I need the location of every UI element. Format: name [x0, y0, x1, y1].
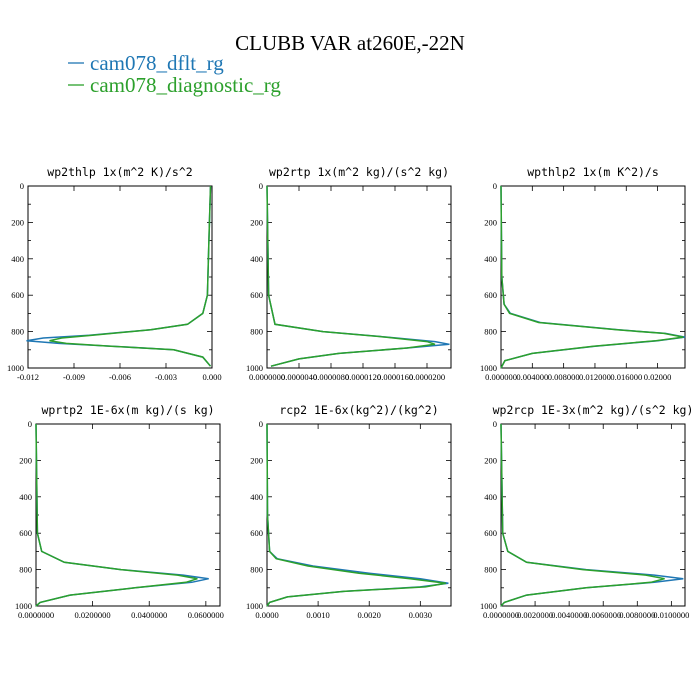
x-tick-label: 0.0000040 — [281, 372, 317, 382]
y-tick-label: 200 — [11, 217, 24, 227]
x-tick-label: 0.008000 — [548, 372, 580, 382]
series-line-dflt — [266, 423, 449, 607]
x-tick-label: 0.0200000 — [75, 610, 111, 620]
y-tick-label: 1000 — [15, 601, 32, 611]
y-tick-label: 800 — [19, 565, 32, 575]
x-tick-label: 0.000 — [202, 372, 221, 382]
x-tick-label: 0.0000000 — [18, 610, 54, 620]
panel-4: wprtp2 1E-6x(m kg)/(s kg) 0 200 400 600 800 10… — [15, 403, 224, 620]
x-tick-label: 0.0060000 — [585, 610, 621, 620]
y-tick-label: 400 — [19, 492, 32, 502]
x-tick-label: 0.0000000 — [249, 372, 285, 382]
x-tick-label: 0.004000 — [516, 372, 548, 382]
legend-label-dflt: cam078_dflt_rg — [90, 51, 224, 75]
y-tick-label: 0 — [28, 419, 32, 429]
x-tick-label: 0.0100000 — [653, 610, 689, 620]
x-tick-label: -0.006 — [109, 372, 131, 382]
y-tick-label: 600 — [11, 290, 24, 300]
y-tick-label: 1000 — [480, 601, 497, 611]
panel-title: wprtp2 1E-6x(m kg)/(s kg) — [41, 403, 214, 417]
x-tick-label: -0.009 — [63, 372, 85, 382]
y-tick-label: 600 — [484, 290, 497, 300]
panel-title: wpthlp2 1x(m K^2)/s — [527, 165, 659, 179]
y-tick-label: 800 — [11, 327, 24, 337]
x-tick-label: -0.012 — [17, 372, 39, 382]
y-tick-label: 200 — [484, 455, 497, 465]
y-tick-label: 400 — [250, 254, 263, 264]
y-tick-label: 400 — [250, 492, 263, 502]
panel-6: wp2rcp 1E-3x(m^2 kg)/(s^2 kg) 0 200 400 600 8… — [480, 403, 693, 620]
series-line-diagnostic — [500, 423, 665, 607]
y-tick-label: 0 — [493, 419, 497, 429]
y-tick-label: 800 — [484, 327, 497, 337]
series-line-diagnostic — [500, 185, 684, 369]
x-tick-label: 0.0020000 — [517, 610, 553, 620]
y-tick-label: 600 — [250, 528, 263, 538]
x-tick-label: 0.012000 — [579, 372, 611, 382]
x-tick-label: 0.0040000 — [551, 610, 587, 620]
x-tick-label: 0.0000120 — [345, 372, 381, 382]
x-tick-label: 0.000000 — [485, 372, 517, 382]
x-tick-label: 0.0400000 — [131, 610, 167, 620]
y-tick-label: 1000 — [480, 363, 497, 373]
y-tick-label: 600 — [250, 290, 263, 300]
figure-title: CLUBB VAR at260E,-22N — [235, 31, 465, 55]
y-tick-label: 600 — [484, 528, 497, 538]
panel-title: wp2rtp 1x(m^2 kg)/(s^2 kg) — [269, 165, 449, 179]
legend-label-diagnostic: cam078_diagnostic_rg — [90, 73, 281, 97]
x-tick-label: 0.02000 — [644, 372, 672, 382]
y-tick-label: 800 — [250, 327, 263, 337]
plot-frame — [500, 423, 686, 607]
panel-title: wp2rcp 1E-3x(m^2 kg)/(s^2 kg) — [493, 403, 694, 417]
y-tick-label: 0 — [259, 181, 263, 191]
x-tick-label: 0.0030 — [409, 610, 432, 620]
series-line-diagnostic — [266, 423, 447, 607]
series-line-dflt — [35, 423, 209, 607]
series-line-diagnostic — [266, 185, 436, 367]
x-tick-label: 0.0010 — [306, 610, 329, 620]
plot-frame — [27, 185, 213, 369]
y-tick-label: 800 — [484, 565, 497, 575]
y-tick-label: 1000 — [7, 363, 24, 373]
y-tick-label: 0 — [493, 181, 497, 191]
y-tick-label: 400 — [11, 254, 24, 264]
x-tick-label: 0.0000160 — [377, 372, 413, 382]
panel-title: rcp2 1E-6x(kg^2)/(kg^2) — [279, 403, 438, 417]
y-tick-label: 200 — [19, 455, 32, 465]
y-tick-label: 200 — [484, 217, 497, 227]
x-tick-label: 0.0020 — [358, 610, 381, 620]
series-line-diagnostic — [35, 423, 198, 607]
series-line-dflt — [266, 185, 450, 367]
panel-grid: wp2thlp 1x(m^2 K)/s^202004006008001000-0… — [7, 165, 693, 620]
legend: cam078_dflt_rg cam078_diagnostic_rg — [68, 51, 281, 97]
y-tick-label: 200 — [250, 217, 263, 227]
y-tick-label: 400 — [484, 492, 497, 502]
panel-title: wp2thlp 1x(m^2 K)/s^2 — [47, 165, 192, 179]
panel-5: rcp2 1E-6x(kg^2)/(kg^2) 0 200 400 600 800 1000… — [246, 403, 452, 620]
x-tick-label: 0.0000080 — [313, 372, 349, 382]
y-tick-label: 1000 — [246, 363, 263, 373]
x-tick-label: 0.0600000 — [188, 610, 224, 620]
x-tick-label: 0.0000000 — [483, 610, 519, 620]
y-tick-label: 400 — [484, 254, 497, 264]
series-line-diagnostic — [49, 185, 212, 367]
x-tick-label: 0.0000200 — [409, 372, 445, 382]
panel-2: wp2rtp 1x(m^2 kg)/(s^2 kg) 0 200 400 600 800 1… — [246, 165, 452, 382]
x-tick-label: -0.003 — [155, 372, 177, 382]
series-line-dflt — [500, 423, 684, 607]
y-tick-label: 1000 — [246, 601, 263, 611]
panel-3: wpthlp2 1x(m K^2)/s020040060080010000.00… — [480, 165, 686, 382]
x-tick-label: 0.0080000 — [619, 610, 655, 620]
panel-1: wp2thlp 1x(m^2 K)/s^202004006008001000-0… — [7, 165, 222, 382]
y-tick-label: 800 — [250, 565, 263, 575]
y-tick-label: 200 — [250, 455, 263, 465]
y-tick-label: 600 — [19, 528, 32, 538]
plot-frame — [35, 423, 221, 607]
y-tick-label: 0 — [20, 181, 24, 191]
y-tick-label: 0 — [259, 419, 263, 429]
x-tick-label: 0.0000 — [255, 610, 278, 620]
x-tick-label: 0.016000 — [610, 372, 642, 382]
